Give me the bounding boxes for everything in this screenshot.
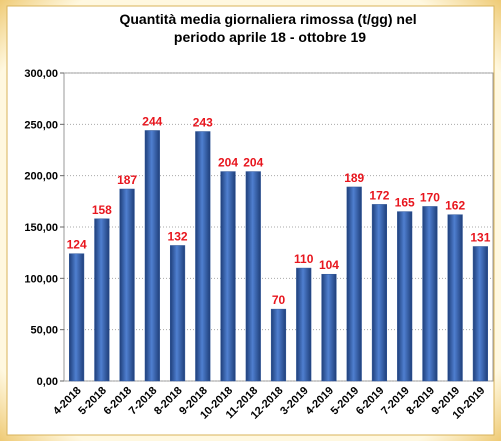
value-label: 189	[344, 171, 364, 185]
value-label: 70	[272, 293, 286, 307]
value-label: 170	[420, 190, 440, 204]
bar	[270, 308, 287, 382]
y-tick-label: 100,00	[24, 273, 58, 285]
value-label: 204	[218, 156, 238, 170]
bar	[169, 245, 186, 382]
bar	[69, 253, 85, 382]
value-label: 244	[142, 114, 162, 128]
y-tick-label: 150,00	[24, 222, 58, 234]
bar	[119, 188, 135, 382]
bar	[371, 204, 388, 382]
value-label: 110	[294, 252, 314, 266]
bar	[94, 218, 110, 382]
value-label: 187	[117, 173, 137, 187]
value-label: 162	[445, 199, 465, 213]
value-label: 131	[470, 231, 490, 245]
value-label: 165	[395, 196, 415, 210]
value-label: 132	[168, 229, 188, 243]
chart-title: Quantità media giornaliera rimossa (t/gg…	[119, 11, 420, 45]
title-line: Quantità media giornaliera rimossa (t/gg…	[119, 11, 416, 27]
y-tick-label: 300,00	[24, 68, 58, 80]
value-label: 204	[243, 156, 263, 170]
y-tick-label: 200,00	[24, 171, 58, 183]
bar	[422, 206, 438, 382]
value-label: 243	[193, 116, 213, 130]
value-label: 124	[67, 238, 87, 252]
value-label: 104	[319, 258, 339, 272]
bar	[245, 171, 261, 382]
bar	[472, 246, 488, 382]
bar	[296, 267, 312, 382]
value-label: 158	[92, 203, 112, 217]
y-tick-label: 250,00	[24, 119, 58, 131]
bar	[144, 130, 160, 382]
value-label: 172	[369, 188, 389, 202]
bar	[321, 273, 337, 382]
title-line: periodo aprile 18 - ottobre 19	[174, 29, 366, 45]
y-tick-label: 0,00	[37, 376, 58, 388]
bar	[447, 214, 463, 382]
bar	[346, 186, 362, 382]
bar	[220, 171, 236, 382]
y-tick-label: 50,00	[30, 325, 58, 337]
bar	[397, 211, 413, 382]
bar	[195, 131, 211, 382]
